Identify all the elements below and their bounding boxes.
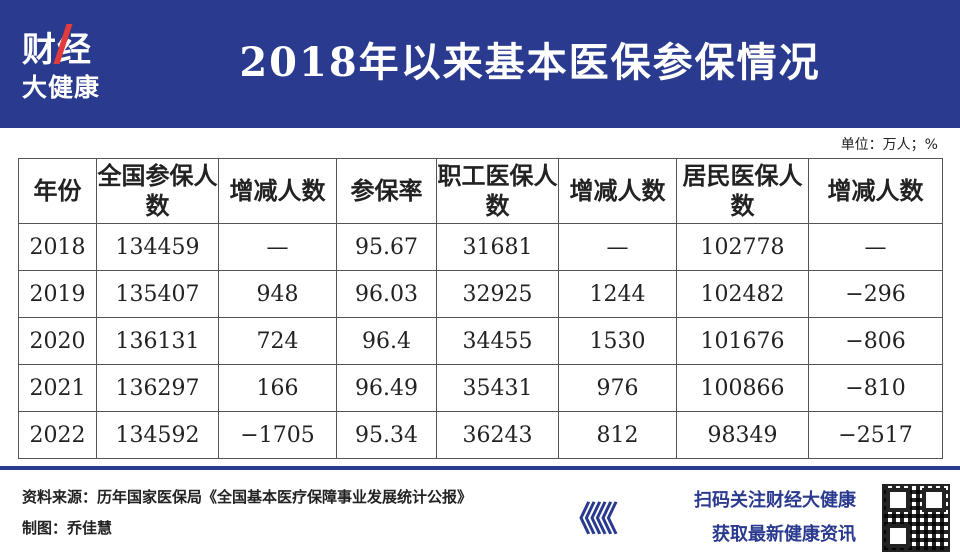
footer-credits: 资料来源：历年国家医保局《全国基本医疗保障事业发展统计公报》 制图：乔佳慧 — [22, 486, 472, 548]
table-cell: — — [808, 223, 943, 271]
logo-line2: 大健康 — [22, 73, 101, 102]
table-cell: 2020 — [18, 317, 97, 365]
table-cell: 2018 — [18, 223, 97, 271]
table-cell: — — [218, 223, 337, 271]
table-cell: −296 — [808, 270, 943, 318]
table-row: 2022 134592 −1705 95.34 36243 812 98349 … — [18, 411, 943, 459]
table-cell: 976 — [558, 364, 677, 412]
author-note: 制图：乔佳慧 — [22, 519, 113, 537]
table-cell: 2019 — [18, 270, 97, 318]
qr-corner — [886, 524, 910, 548]
table-cell: 134459 — [96, 223, 219, 271]
table-cell: 102482 — [676, 270, 809, 318]
table-cell: 96.49 — [336, 364, 437, 412]
table-cell: −810 — [808, 364, 943, 412]
follow-cta: 扫码关注财经大健康 获取最新健康资讯 — [694, 486, 856, 554]
table-cell: 2022 — [18, 411, 97, 459]
table-row: 2020 136131 724 96.4 34455 1530 101676 −… — [18, 317, 943, 365]
table-cell: 948 — [218, 270, 337, 318]
table-cell: 31681 — [436, 223, 559, 271]
table-cell: −2517 — [808, 411, 943, 459]
cta-line1: 扫码关注财经大健康 — [694, 490, 856, 511]
table-header-row: 年份 全国参保人数 增减人数 参保率 职工医保人数 增减人数 居民医保人数 增减… — [18, 158, 943, 224]
table-cell: −1705 — [218, 411, 337, 459]
table-cell: 34455 — [436, 317, 559, 365]
table-cell: −806 — [808, 317, 943, 365]
table-cell: 32925 — [436, 270, 559, 318]
table-cell: 136297 — [96, 364, 219, 412]
cta-line2: 获取最新健康资讯 — [712, 524, 856, 545]
table-row: 2018 134459 — 95.67 31681 — 102778 — — [18, 223, 943, 271]
insurance-table: 年份 全国参保人数 增减人数 参保率 职工医保人数 增减人数 居民医保人数 增减… — [18, 158, 943, 459]
table-cell: 36243 — [436, 411, 559, 459]
table-cell: 134592 — [96, 411, 219, 459]
table-cell: 1244 — [558, 270, 677, 318]
table-row: 2019 135407 948 96.03 32925 1244 102482 … — [18, 270, 943, 318]
table-cell: 101676 — [676, 317, 809, 365]
table-cell: 95.67 — [336, 223, 437, 271]
table-cell: 724 — [218, 317, 337, 365]
source-note: 资料来源：历年国家医保局《全国基本医疗保障事业发展统计公报》 — [22, 488, 473, 506]
table-cell: 166 — [218, 364, 337, 412]
table-cell: — — [558, 223, 677, 271]
page-title: 2018年以来基本医保参保情况 — [239, 39, 821, 86]
table-row: 2021 136297 166 96.49 35431 976 100866 −… — [18, 364, 943, 412]
table-cell: 96.03 — [336, 270, 437, 318]
footer-divider — [0, 466, 960, 470]
table-cell: 35431 — [436, 364, 559, 412]
qr-corner — [886, 488, 910, 512]
table-cell: 95.34 — [336, 411, 437, 459]
unit-note: 单位：万人；% — [840, 137, 938, 153]
col-header: 增减人数 — [558, 158, 677, 224]
col-header: 全国参保人数 — [96, 158, 219, 224]
table-cell: 96.4 — [336, 317, 437, 365]
brand-logo: 财经 大健康 — [18, 18, 128, 110]
col-header: 年份 — [18, 158, 97, 224]
col-header: 增减人数 — [218, 158, 337, 224]
col-header: 增减人数 — [808, 158, 943, 224]
table-cell: 812 — [558, 411, 677, 459]
table-cell: 136131 — [96, 317, 219, 365]
table-cell: 135407 — [96, 270, 219, 318]
table-cell: 1530 — [558, 317, 677, 365]
col-header: 参保率 — [336, 158, 437, 224]
data-table-wrapper: 年份 全国参保人数 增减人数 参保率 职工医保人数 增减人数 居民医保人数 增减… — [18, 158, 943, 459]
qr-code-icon[interactable] — [882, 484, 950, 552]
chevrons-left-icon: 《《《 — [562, 500, 618, 540]
table-cell: 98349 — [676, 411, 809, 459]
table-cell: 102778 — [676, 223, 809, 271]
header-banner: 财经 大健康 2018年以来基本医保参保情况 — [0, 0, 960, 128]
table-cell: 100866 — [676, 364, 809, 412]
col-header: 居民医保人数 — [676, 158, 809, 224]
col-header: 职工医保人数 — [436, 158, 559, 224]
qr-corner — [922, 488, 946, 512]
table-cell: 2021 — [18, 364, 97, 412]
